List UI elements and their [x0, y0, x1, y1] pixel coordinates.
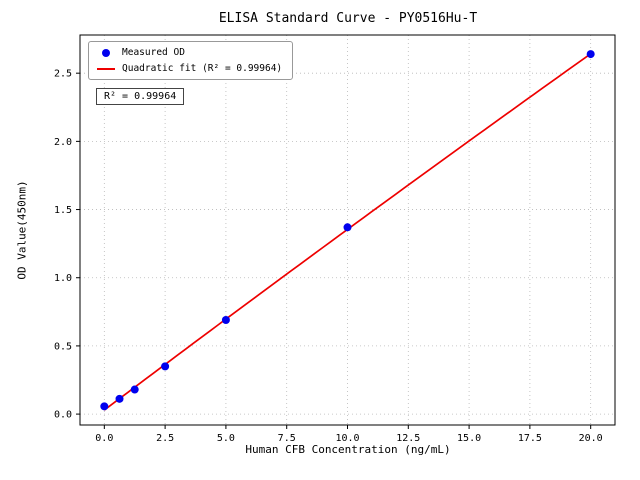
y-axis-label: OD Value(450nm)	[15, 180, 29, 280]
x-tick-label: 5.0	[217, 433, 235, 444]
y-tick-label: 1.0	[54, 273, 72, 284]
x-tick-label: 2.5	[156, 433, 174, 444]
data-point	[130, 385, 139, 394]
x-tick-label: 0.0	[95, 433, 113, 444]
legend-item-measured-od: Measured OD	[97, 47, 282, 58]
r-squared-annotation: R² = 0.99964	[96, 88, 185, 105]
x-axis-label: Human CFB Concentration (ng/mL)	[245, 443, 451, 456]
chart-title: ELISA Standard Curve - PY0516Hu-T	[218, 11, 478, 26]
legend-label-measured-od: Measured OD	[122, 47, 185, 58]
y-tick-label: 2.0	[54, 137, 72, 148]
data-point	[115, 394, 124, 403]
y-tick-label: 0.5	[54, 341, 72, 352]
y-tick-label: 0.0	[54, 410, 72, 421]
x-tick-label: 10.0	[335, 433, 359, 444]
scatter-marker-icon	[102, 48, 110, 57]
y-tick-label: 1.5	[54, 205, 72, 216]
line-marker-icon	[97, 67, 115, 70]
x-tick-label: 20.0	[579, 433, 603, 444]
x-tick-label: 12.5	[396, 433, 420, 444]
legend-item-quadratic-fit: Quadratic fit (R² = 0.99964)	[97, 63, 282, 74]
y-tick-label: 2.5	[54, 69, 72, 80]
data-point	[161, 362, 170, 371]
measured-od-points	[100, 50, 595, 411]
data-point	[586, 50, 595, 59]
x-tick-label: 7.5	[278, 433, 296, 444]
legend-label-quadratic-fit: Quadratic fit (R² = 0.99964)	[122, 63, 283, 74]
x-tick-label: 17.5	[518, 433, 542, 444]
data-point	[221, 316, 230, 324]
x-tick-label: 15.0	[457, 433, 481, 444]
data-point	[343, 223, 352, 232]
axis-ticks: 0.0 2.5 5.0 7.5 10.0 12.5 15.0 17.5 20.0 0.0 0.5 1.…	[54, 69, 603, 444]
data-point	[100, 402, 109, 411]
legend: Measured OD Quadratic fit (R² = 0.99964)	[88, 41, 294, 80]
